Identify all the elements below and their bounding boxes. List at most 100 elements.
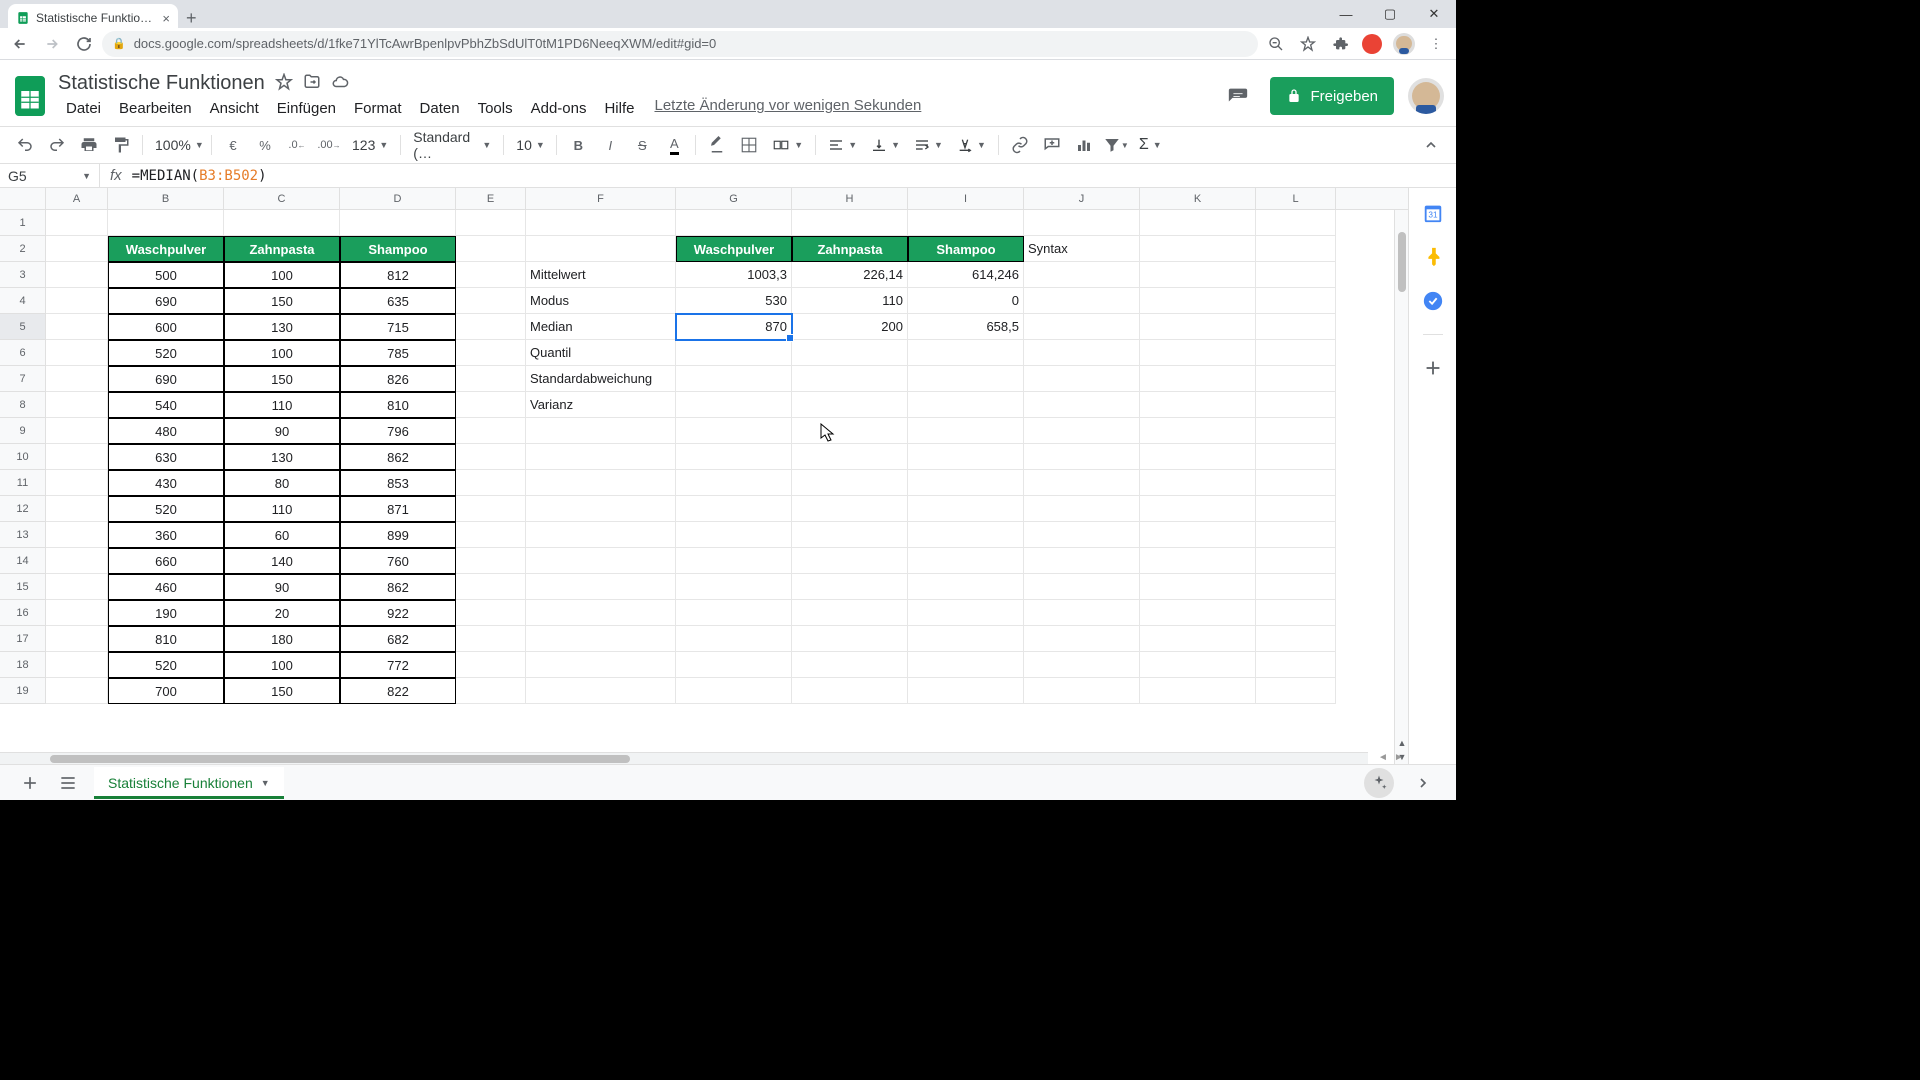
cell-J12[interactable] — [1024, 496, 1140, 522]
percent-button[interactable]: % — [250, 131, 280, 159]
cell-J16[interactable] — [1024, 600, 1140, 626]
cell-E9[interactable] — [456, 418, 526, 444]
cell-F1[interactable] — [526, 210, 676, 236]
cell-A16[interactable] — [46, 600, 108, 626]
row-header-12[interactable]: 12 — [0, 496, 46, 522]
cell-I7[interactable] — [908, 366, 1024, 392]
row-header-13[interactable]: 13 — [0, 522, 46, 548]
cell-E18[interactable] — [456, 652, 526, 678]
cell-I16[interactable] — [908, 600, 1024, 626]
menu-addons[interactable]: Add-ons — [523, 97, 595, 120]
cell-C6[interactable]: 100 — [224, 340, 340, 366]
row-header-14[interactable]: 14 — [0, 548, 46, 574]
col-header-I[interactable]: I — [908, 188, 1024, 209]
cell-B8[interactable]: 540 — [108, 392, 224, 418]
cell-C18[interactable]: 100 — [224, 652, 340, 678]
cell-C16[interactable]: 20 — [224, 600, 340, 626]
doc-title[interactable]: Statistische Funktionen — [58, 72, 265, 95]
cell-K5[interactable] — [1140, 314, 1256, 340]
row-header-11[interactable]: 11 — [0, 470, 46, 496]
cell-K19[interactable] — [1140, 678, 1256, 704]
cell-L5[interactable] — [1256, 314, 1336, 340]
cell-A4[interactable] — [46, 288, 108, 314]
cell-B12[interactable]: 520 — [108, 496, 224, 522]
menu-daten[interactable]: Daten — [412, 97, 468, 120]
name-box[interactable]: G5 ▼ — [0, 164, 100, 187]
sheets-logo-icon[interactable] — [12, 72, 48, 120]
add-sheet-button[interactable] — [18, 771, 42, 795]
row-header-5[interactable]: 5 — [0, 314, 46, 340]
cell-D7[interactable]: 826 — [340, 366, 456, 392]
cell-C13[interactable]: 60 — [224, 522, 340, 548]
cell-A13[interactable] — [46, 522, 108, 548]
cell-B3[interactable]: 500 — [108, 262, 224, 288]
cell-B16[interactable]: 190 — [108, 600, 224, 626]
cell-J6[interactable] — [1024, 340, 1140, 366]
cell-L13[interactable] — [1256, 522, 1336, 548]
cell-D8[interactable]: 810 — [340, 392, 456, 418]
cell-E17[interactable] — [456, 626, 526, 652]
col-header-G[interactable]: G — [676, 188, 792, 209]
cell-H5[interactable]: 200 — [792, 314, 908, 340]
horizontal-scrollbar[interactable] — [0, 752, 1368, 764]
cell-A14[interactable] — [46, 548, 108, 574]
menu-einfuegen[interactable]: Einfügen — [269, 97, 344, 120]
cell-I1[interactable] — [908, 210, 1024, 236]
forward-button[interactable] — [38, 30, 66, 58]
cell-D4[interactable]: 635 — [340, 288, 456, 314]
cell-L16[interactable] — [1256, 600, 1336, 626]
cell-D15[interactable]: 862 — [340, 574, 456, 600]
cell-G14[interactable] — [676, 548, 792, 574]
cell-J13[interactable] — [1024, 522, 1140, 548]
row-header-3[interactable]: 3 — [0, 262, 46, 288]
cell-L10[interactable] — [1256, 444, 1336, 470]
row-header-8[interactable]: 8 — [0, 392, 46, 418]
cell-E10[interactable] — [456, 444, 526, 470]
cell-C10[interactable]: 130 — [224, 444, 340, 470]
cell-I4[interactable]: 0 — [908, 288, 1024, 314]
cell-L17[interactable] — [1256, 626, 1336, 652]
col-header-B[interactable]: B — [108, 188, 224, 209]
cell-K9[interactable] — [1140, 418, 1256, 444]
cell-L7[interactable] — [1256, 366, 1336, 392]
decrease-decimal-button[interactable]: .0← — [282, 131, 312, 159]
cell-D1[interactable] — [340, 210, 456, 236]
cell-B4[interactable]: 690 — [108, 288, 224, 314]
cell-C8[interactable]: 110 — [224, 392, 340, 418]
cell-A11[interactable] — [46, 470, 108, 496]
cell-F18[interactable] — [526, 652, 676, 678]
cell-K11[interactable] — [1140, 470, 1256, 496]
cell-H10[interactable] — [792, 444, 908, 470]
cell-J3[interactable] — [1024, 262, 1140, 288]
menu-bearbeiten[interactable]: Bearbeiten — [111, 97, 200, 120]
cell-G5[interactable]: 870 — [676, 314, 792, 340]
row-header-4[interactable]: 4 — [0, 288, 46, 314]
keep-icon[interactable] — [1422, 246, 1444, 268]
cell-K14[interactable] — [1140, 548, 1256, 574]
row-header-16[interactable]: 16 — [0, 600, 46, 626]
cell-H16[interactable] — [792, 600, 908, 626]
cell-I17[interactable] — [908, 626, 1024, 652]
cell-H14[interactable] — [792, 548, 908, 574]
col-header-L[interactable]: L — [1256, 188, 1336, 209]
col-header-D[interactable]: D — [340, 188, 456, 209]
cell-I15[interactable] — [908, 574, 1024, 600]
cell-I5[interactable]: 658,5 — [908, 314, 1024, 340]
maximize-button[interactable]: ▢ — [1368, 0, 1412, 28]
cell-I3[interactable]: 614,246 — [908, 262, 1024, 288]
cell-A9[interactable] — [46, 418, 108, 444]
spreadsheet-grid[interactable]: ABCDEFGHIJKL12WaschpulverZahnpastaShampo… — [0, 188, 1408, 704]
currency-button[interactable]: € — [218, 131, 248, 159]
col-header-H[interactable]: H — [792, 188, 908, 209]
cell-G3[interactable]: 1003,3 — [676, 262, 792, 288]
cell-C4[interactable]: 150 — [224, 288, 340, 314]
cell-K13[interactable] — [1140, 522, 1256, 548]
formula-input[interactable]: =MEDIAN(B3:B502) — [132, 168, 1456, 184]
cell-F7[interactable]: Standardabweichung — [526, 366, 676, 392]
cell-E5[interactable] — [456, 314, 526, 340]
cell-B19[interactable]: 700 — [108, 678, 224, 704]
fill-color-button[interactable] — [702, 131, 732, 159]
cell-A2[interactable] — [46, 236, 108, 262]
cell-D14[interactable]: 760 — [340, 548, 456, 574]
row-header-9[interactable]: 9 — [0, 418, 46, 444]
